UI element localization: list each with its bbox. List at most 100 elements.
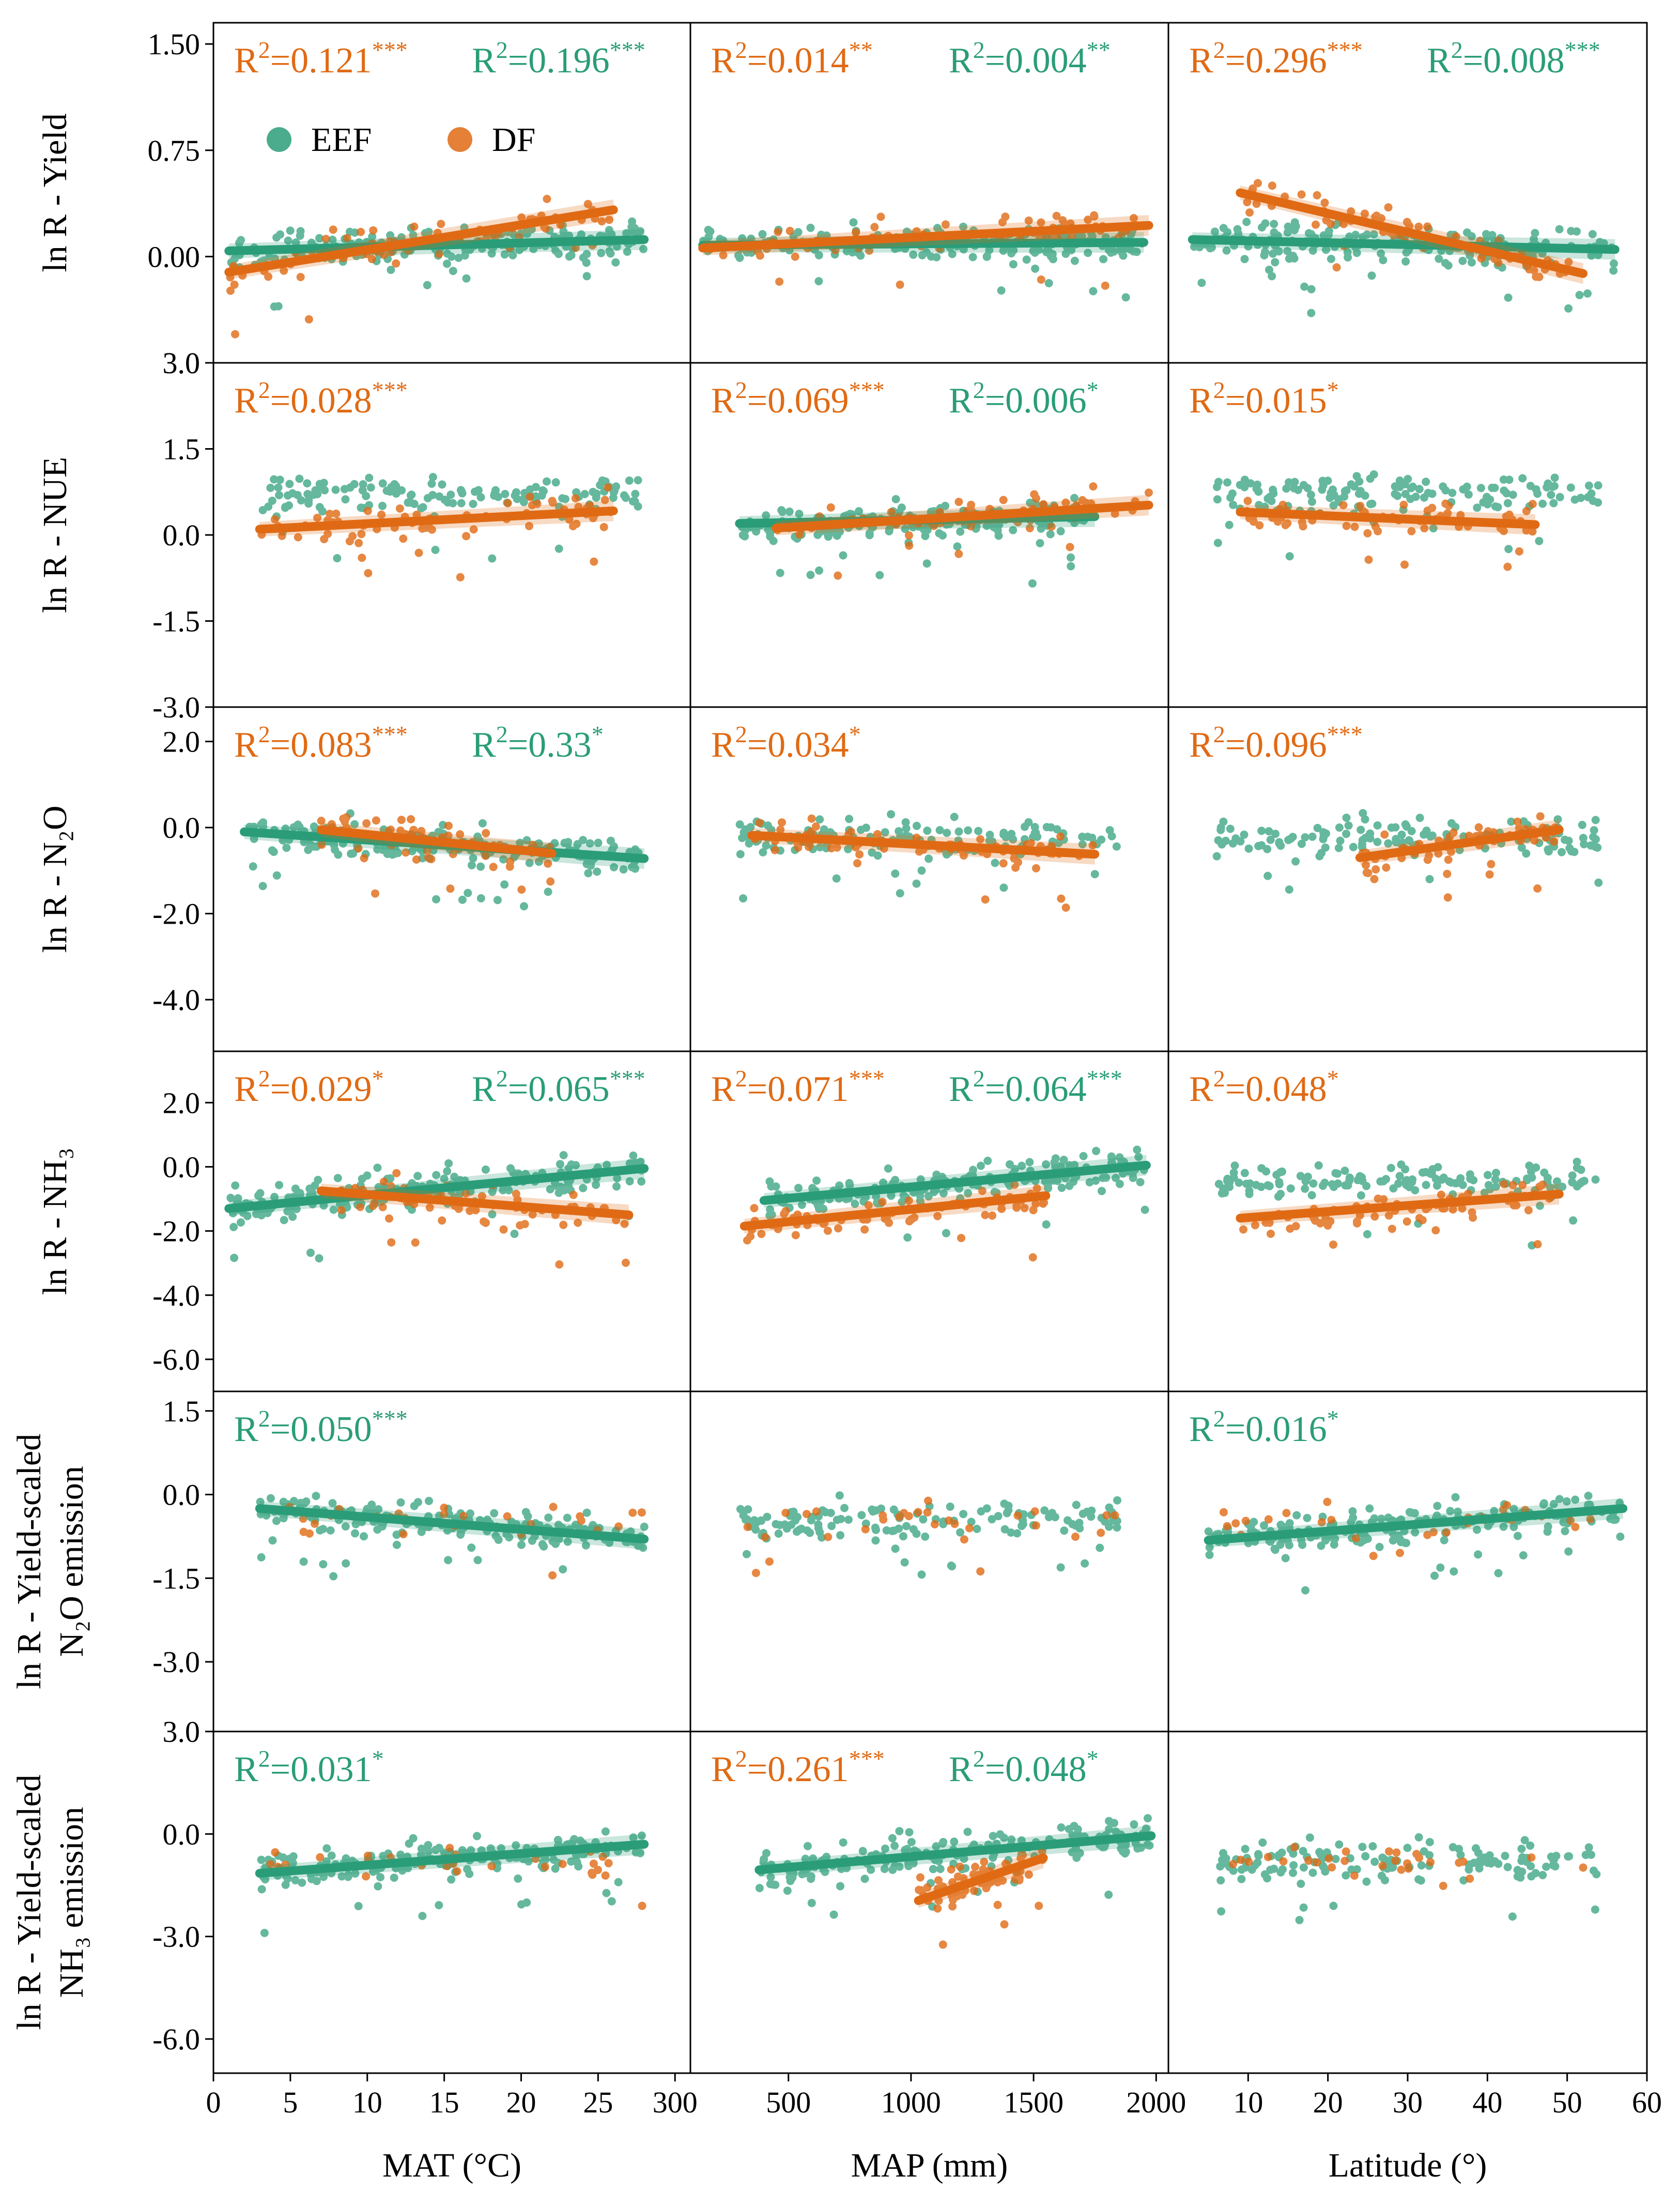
point-eef <box>333 1174 342 1183</box>
point-df <box>960 1535 968 1544</box>
point-eef <box>752 527 761 536</box>
point-df <box>938 1940 947 1949</box>
point-df <box>546 877 555 886</box>
point-eef <box>1009 835 1018 844</box>
point-eef <box>766 1873 775 1881</box>
fit-line-eef <box>1188 235 1620 254</box>
point-eef <box>534 857 543 866</box>
point-eef <box>1037 524 1045 533</box>
point-eef <box>593 867 602 876</box>
point-eef <box>1342 830 1351 838</box>
point-df <box>1015 1874 1024 1882</box>
point-df <box>1350 1871 1359 1880</box>
point-df <box>487 1862 496 1871</box>
point-eef <box>1362 1877 1371 1886</box>
point-df <box>1267 1230 1275 1238</box>
point-df <box>757 1230 766 1238</box>
point-eef <box>1266 835 1275 844</box>
point-df <box>469 525 478 534</box>
point-eef <box>374 1882 382 1891</box>
y-tick-label: 0.0 <box>163 1478 201 1512</box>
point-eef <box>821 1867 829 1876</box>
point-eef <box>1564 304 1573 313</box>
point-df <box>1536 812 1545 821</box>
point-eef <box>521 1508 530 1516</box>
point-eef <box>476 862 485 871</box>
point-eef <box>601 1827 610 1836</box>
point-df <box>1313 191 1321 200</box>
point-eef <box>473 832 482 841</box>
point-eef <box>606 249 615 258</box>
point-df <box>1404 1864 1413 1873</box>
point-eef <box>1294 486 1302 494</box>
point-eef <box>1318 485 1327 494</box>
panel-5-0: R2=0.031* <box>234 1745 649 1937</box>
point-df <box>1477 254 1486 263</box>
point-df <box>231 330 239 339</box>
x-tick-label: 500 <box>766 2086 811 2119</box>
point-eef <box>413 1498 422 1507</box>
point-df <box>571 494 580 503</box>
point-df <box>1020 1204 1029 1213</box>
point-eef <box>814 1520 823 1529</box>
point-eef <box>1214 478 1223 486</box>
point-eef <box>930 1188 938 1197</box>
point-eef <box>406 491 415 500</box>
point-eef <box>610 863 618 871</box>
point-eef <box>1115 1153 1124 1162</box>
point-eef <box>982 522 991 530</box>
point-eef <box>1590 826 1598 835</box>
point-eef <box>329 1205 338 1214</box>
point-eef <box>1513 1866 1522 1874</box>
point-df <box>1220 1508 1228 1516</box>
point-df <box>861 1525 870 1534</box>
point-df <box>614 1522 623 1531</box>
point-df <box>367 255 376 264</box>
point-df <box>965 1524 974 1533</box>
point-eef <box>289 1497 298 1506</box>
point-eef <box>1610 259 1618 268</box>
point-eef <box>1381 1876 1389 1884</box>
point-eef <box>1307 230 1316 239</box>
point-df <box>358 554 366 562</box>
r2-annotation-df: R2=0.083*** <box>234 721 408 765</box>
point-df <box>317 840 326 849</box>
point-eef <box>1359 809 1367 818</box>
point-eef <box>1217 1907 1226 1916</box>
point-eef <box>1044 1513 1053 1522</box>
point-eef <box>1258 1838 1267 1847</box>
point-eef <box>512 1841 520 1850</box>
point-eef <box>516 838 525 847</box>
point-df <box>1533 1240 1542 1249</box>
point-eef <box>1299 481 1308 489</box>
point-eef <box>1414 1833 1423 1842</box>
point-eef <box>1040 1506 1049 1515</box>
panel-5-2 <box>1216 1833 1601 1924</box>
r2-annotation-df: R2=0.029* <box>234 1065 384 1109</box>
point-df <box>904 531 913 540</box>
point-df <box>1058 216 1067 225</box>
point-df <box>528 501 536 510</box>
point-eef <box>1133 1145 1142 1154</box>
point-df <box>785 226 794 235</box>
point-eef <box>1583 289 1592 298</box>
r2-annotation-df: R2=0.121*** <box>234 37 408 81</box>
point-eef <box>564 838 573 847</box>
point-eef <box>1504 293 1513 302</box>
point-eef <box>628 217 637 226</box>
point-eef <box>1568 1171 1577 1180</box>
point-eef <box>822 1852 831 1861</box>
point-eef <box>581 1541 590 1550</box>
panel-2-2: R2=0.096*** <box>1189 721 1603 902</box>
point-eef <box>1144 1814 1152 1822</box>
point-eef <box>1102 1173 1111 1182</box>
point-df <box>873 830 882 838</box>
legend-marker-eef <box>267 127 291 152</box>
point-eef <box>1401 257 1410 266</box>
point-eef <box>326 1526 335 1535</box>
point-df <box>1327 1515 1336 1524</box>
point-eef <box>1519 1551 1528 1560</box>
fit-line-df <box>316 1186 634 1220</box>
point-eef <box>988 1515 996 1524</box>
point-eef <box>899 1191 908 1200</box>
